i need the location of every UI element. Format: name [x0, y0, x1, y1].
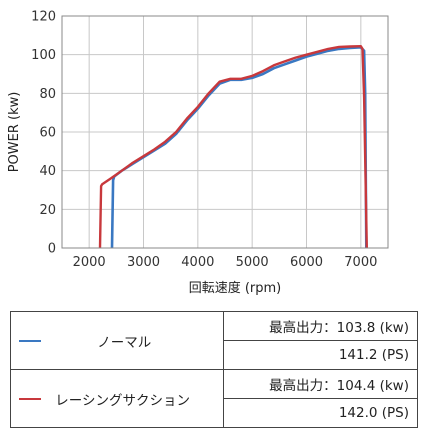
x-tick-label: 5000 — [236, 255, 269, 270]
tick-labels: 0 20 40 60 80 100 120 2000 3000 4000 5000 6000 7000 — [31, 10, 377, 271]
x-tick-label: 2000 — [73, 255, 106, 270]
legend-swatch-normal — [19, 339, 41, 342]
x-tick-label: 7000 — [344, 255, 377, 270]
max-output-racing: 最高出力：104.4 (kw) — [223, 369, 418, 399]
plot-frame — [61, 15, 389, 249]
axes — [61, 15, 389, 249]
x-tick-label: 6000 — [290, 255, 323, 270]
legend-row-racing-ps: 142.0 (PS) — [11, 398, 418, 428]
legend-name-cell: レーシングサクション — [10, 369, 224, 428]
legend-row-racing: レーシングサクション 最高出力：104.4 (kw) — [10, 369, 418, 428]
x-axis-title: 回転速度 (rpm) — [189, 280, 282, 296]
legend-name-normal: ノーマル — [97, 334, 152, 351]
y-tick-label: 100 — [31, 48, 56, 63]
grid — [62, 15, 388, 249]
legend-swatch-racing — [19, 397, 41, 400]
legend-row-normal: ノーマル 最高出力：103.8 (kw) — [10, 311, 418, 370]
y-axis-title: POWER (kw) — [7, 92, 22, 173]
y-tick-label: 80 — [39, 87, 56, 102]
series-line-racing — [98, 45, 368, 249]
y-tick-label: 40 — [39, 164, 56, 179]
legend-table: ノーマル 最高出力：103.8 (kw) 141.2 (PS) レーシングサクシ… — [10, 311, 418, 428]
y-tick-label: 60 — [39, 126, 56, 141]
ps-racing: 142.0 (PS) — [223, 398, 418, 428]
ps-normal: 141.2 (PS) — [223, 340, 418, 370]
max-output-normal: 最高出力：103.8 (kw) — [223, 311, 418, 341]
legend-name-racing: レーシングサクション — [55, 392, 191, 409]
y-tick-label: 120 — [31, 10, 56, 25]
legend-name-cell: ノーマル — [10, 311, 224, 370]
x-tick-label: 3000 — [127, 255, 160, 270]
x-tick-label: 4000 — [181, 255, 214, 270]
series-layer — [98, 45, 368, 249]
y-tick-label: 20 — [39, 203, 56, 218]
legend-row-normal-ps: 141.2 (PS) — [11, 340, 418, 370]
y-tick-label: 0 — [48, 242, 56, 257]
